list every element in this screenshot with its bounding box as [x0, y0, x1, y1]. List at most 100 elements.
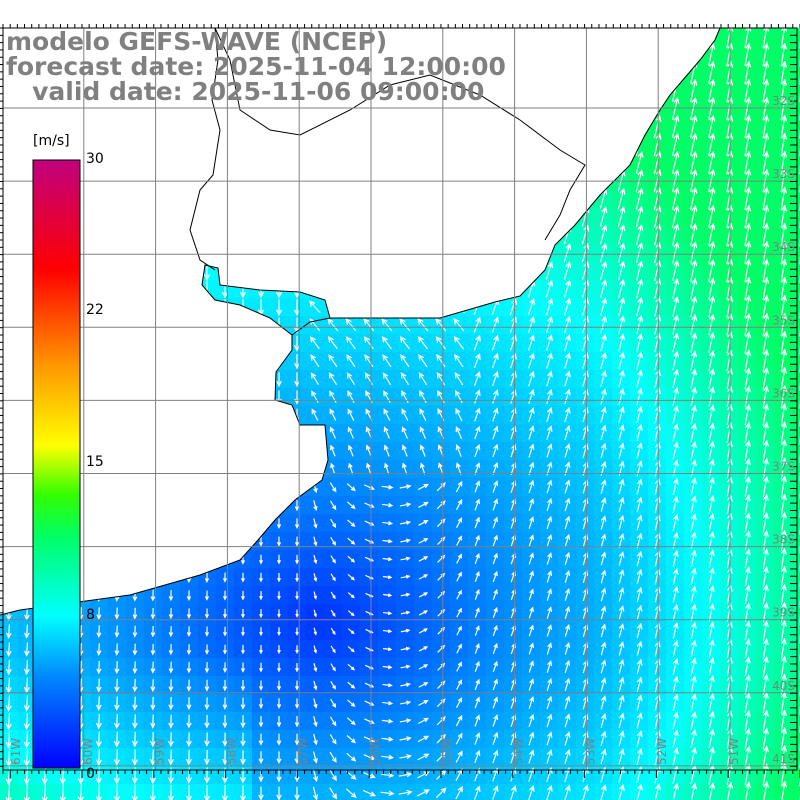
wind-arrow: [636, 369, 643, 388]
speed-cell: [486, 28, 505, 47]
wind-arrow: [600, 659, 607, 674]
wind-arrow: [636, 278, 644, 299]
wind-arrow: [5, 570, 12, 586]
wind-arrow: [617, 260, 626, 281]
wind-arrow: [672, 604, 679, 621]
wind-arrow: [491, 188, 500, 209]
wind-arrow: [564, 784, 571, 800]
wind-arrow: [359, 157, 379, 169]
wind-arrow: [342, 228, 359, 241]
wind-arrow: [455, 498, 463, 511]
speed-cell: [234, 406, 253, 425]
wind-arrow: [239, 189, 246, 210]
wind-arrow: [418, 628, 429, 634]
wind-arrow: [617, 28, 626, 48]
wind-arrow: [95, 389, 102, 406]
wind-arrow: [204, 445, 210, 459]
wind-arrow: [418, 646, 429, 652]
speed-cell: [450, 262, 469, 281]
wind-arrow: [294, 481, 300, 494]
wind-arrow: [780, 186, 788, 211]
wind-arrow: [528, 534, 535, 547]
wind-arrow: [362, 300, 375, 314]
speed-cell: [270, 190, 289, 209]
speed-cell: [630, 28, 649, 47]
wind-arrow: [311, 426, 318, 439]
wind-arrow: [308, 282, 322, 296]
speed-cell: [270, 406, 289, 425]
wind-arrow: [402, 462, 408, 475]
wind-arrow: [526, 79, 536, 102]
wind-arrow: [203, 226, 210, 246]
wind-arrow: [185, 152, 192, 175]
speed-cell: [288, 226, 307, 245]
speed-cell: [432, 136, 451, 155]
wind-arrow: [344, 300, 357, 314]
wind-arrow: [690, 441, 697, 460]
wind-arrow: [635, 242, 644, 263]
wind-arrow: [636, 478, 643, 495]
wind-arrow: [240, 715, 246, 729]
speed-cell: [792, 334, 800, 353]
colorbar-tick: 0: [86, 766, 95, 782]
wind-arrow: [635, 78, 644, 102]
wind-arrow: [276, 445, 282, 459]
wind-arrow: [436, 482, 446, 492]
wind-arrow: [618, 694, 625, 711]
wind-arrow: [600, 424, 607, 441]
speed-cell: [216, 388, 235, 407]
wind-arrow: [618, 532, 625, 548]
speed-cell: [126, 406, 145, 425]
wind-arrow: [600, 695, 607, 710]
speed-cell: [540, 136, 559, 155]
wind-arrow: [600, 333, 607, 352]
wind-arrow: [132, 426, 138, 441]
wind-arrow: [400, 646, 411, 651]
wind-arrow: [545, 315, 553, 333]
wind-arrow: [474, 462, 481, 475]
wind-arrow: [690, 277, 698, 300]
wind-arrow: [258, 499, 264, 512]
speed-cell: [792, 514, 800, 533]
wind-arrow: [690, 746, 697, 766]
wind-arrow: [347, 519, 356, 527]
wind-arrow: [708, 295, 716, 318]
wind-arrow: [636, 640, 643, 657]
wind-arrow: [744, 439, 751, 461]
wind-arrow: [95, 243, 102, 264]
wind-arrow: [132, 480, 138, 495]
wind-arrow: [636, 296, 644, 317]
wind-arrow: [545, 261, 554, 280]
wind-arrow: [708, 422, 715, 443]
wind-arrow: [23, 389, 30, 407]
wind-arrow: [474, 696, 480, 709]
wind-arrow: [257, 335, 265, 352]
latitude-label: 41S: [772, 752, 795, 766]
speed-cell: [558, 154, 577, 173]
wind-arrow: [564, 624, 571, 637]
wind-arrow: [456, 625, 462, 636]
wind-arrow: [528, 370, 535, 387]
wind-arrow: [313, 591, 318, 600]
wind-arrow: [203, 116, 210, 139]
wind-arrow: [131, 335, 138, 353]
wind-arrow: [780, 673, 787, 696]
wind-arrow: [150, 679, 156, 693]
wind-arrow: [690, 332, 698, 353]
wind-arrow: [259, 609, 263, 619]
wind-arrow: [564, 587, 571, 601]
speed-cell: [216, 244, 235, 263]
wind-arrow: [780, 114, 788, 139]
wind-arrow: [527, 224, 536, 244]
speed-cell: [126, 370, 145, 389]
speed-cell: [252, 190, 271, 209]
wind-arrow: [690, 222, 698, 246]
wind-arrow: [636, 586, 643, 603]
wind-arrow: [762, 28, 770, 49]
wind-arrow: [564, 370, 571, 387]
wind-arrow: [708, 476, 715, 496]
speed-cell: [126, 154, 145, 173]
wind-arrow: [762, 60, 770, 85]
wind-arrow: [690, 603, 697, 622]
wind-arrow: [636, 550, 643, 567]
